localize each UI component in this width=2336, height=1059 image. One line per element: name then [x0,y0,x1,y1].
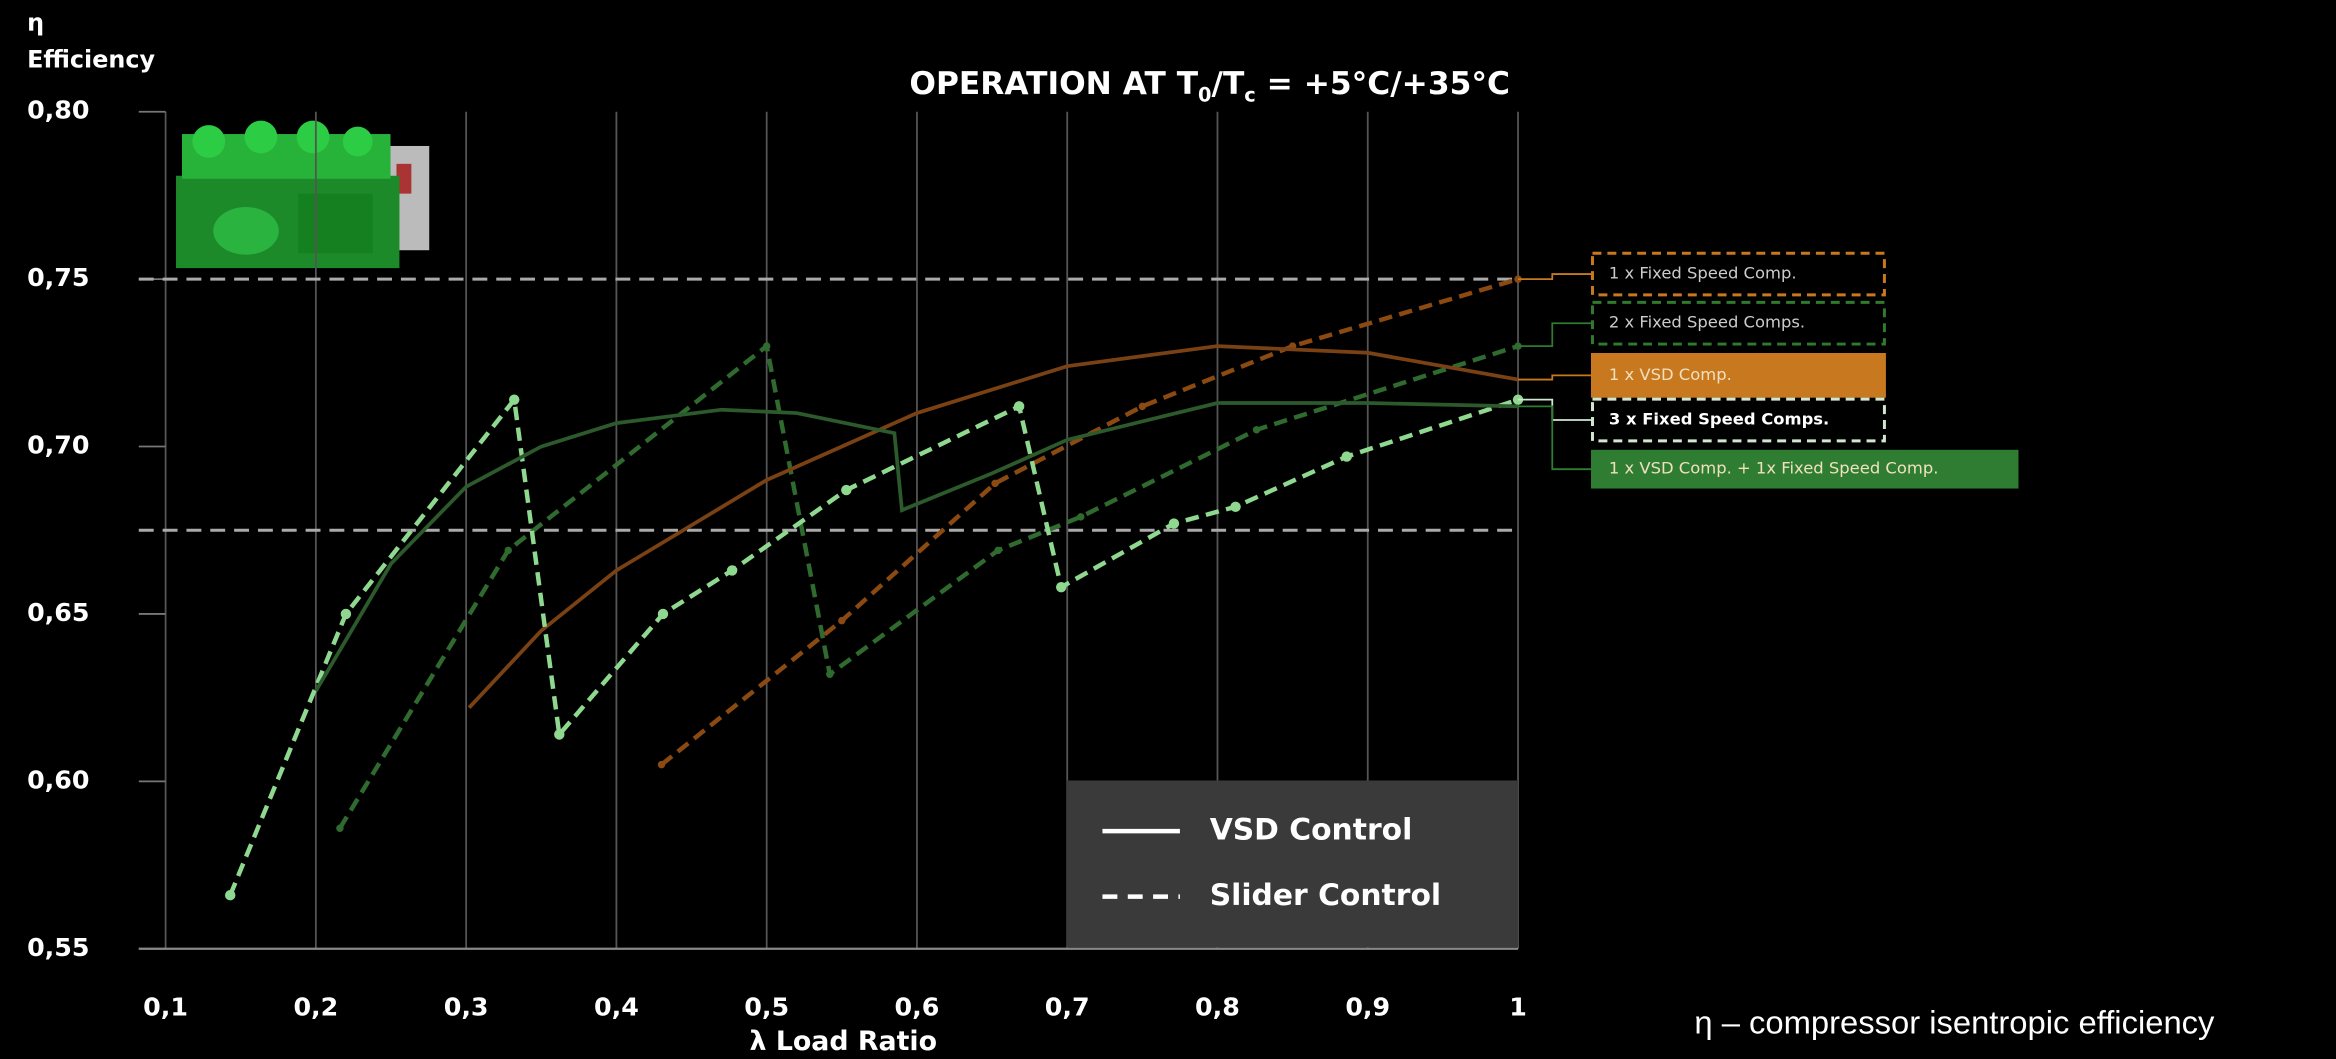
x-tick-label: 0,3 [444,991,489,1021]
data-point [1138,402,1147,411]
series-line [467,344,1519,709]
series-label-box [1591,397,1886,443]
data-point [1341,451,1352,462]
x-tick-label: 0,7 [1045,991,1090,1021]
label-connector [1518,322,1593,347]
label-connector [1518,374,1593,381]
data-point [1077,513,1085,521]
data-point [1055,581,1067,593]
y-tick-label: 0,65 [27,597,89,627]
data-point [1230,501,1241,513]
product-image [176,120,430,269]
data-point [826,670,834,678]
data-point [1013,401,1025,412]
y-tick-label: 0,80 [27,95,89,125]
y-axis-title: Efficiency [27,46,155,74]
x-tick-label: 0,6 [895,991,940,1021]
data-point [340,608,352,620]
x-tick-label: 1 [1509,991,1527,1021]
series-label-box [1591,353,1886,398]
data-point [726,565,738,576]
y-tick-label: 0,55 [27,932,89,962]
series-label-box [1591,300,1886,346]
data-point [1512,394,1524,405]
series-line [314,401,1519,692]
data-point [1168,518,1180,529]
data-point [657,608,669,620]
series-line [338,342,1519,830]
x-tick-label: 0,4 [594,991,639,1021]
x-tick-label: 0,5 [744,991,789,1021]
series-label-box [1591,251,1886,297]
data-point [838,616,846,625]
y-axis-symbol: η [27,8,44,36]
data-point [762,342,771,350]
chart-title: OPERATION AT T0/Tc = +5°C/+35°C [909,66,1510,106]
data-point [841,484,852,496]
data-point [1252,426,1261,434]
title-text: OPERATION AT T [909,66,1198,102]
data-point [336,824,344,832]
series-line [660,276,1519,767]
data-point [657,760,666,769]
series-label: 3 x Fixed Speed Comps. [1609,410,1829,429]
series-label: 2 x Fixed Speed Comps. [1609,313,1805,332]
x-tick-label: 0,8 [1195,991,1240,1021]
series-label: 1 x Fixed Speed Comp. [1609,264,1797,283]
data-point [509,394,520,405]
legend-box [1066,780,1519,948]
y-tick-label: 0,60 [27,764,89,794]
series-label: 1 x VSD Comp. + 1x Fixed Speed Comp. [1609,459,1939,478]
title-text: = +5°C/+35°C [1256,66,1510,102]
legend-label: VSD Control [1210,813,1413,848]
x-tick-label: 0,9 [1345,991,1390,1021]
title-text: /T [1212,66,1245,102]
data-point [991,479,999,488]
y-tick-label: 0,70 [27,430,89,460]
data-point [225,889,236,901]
series-label: 1 x VSD Comp. [1609,365,1732,384]
title-subscript: c [1244,83,1255,106]
data-point [994,546,1002,555]
label-connector [1518,273,1593,281]
series-label-box [1591,449,2019,489]
y-tick-label: 0,75 [27,262,89,292]
x-tick-label: 0,1 [143,991,188,1021]
x-tick-label: 0,2 [293,991,338,1021]
legend-label: Slider Control [1210,878,1441,913]
footnote: η – compressor isentropic efficiency [1694,1003,2215,1040]
label-connector [1518,405,1593,471]
data-point [554,729,565,740]
title-subscript: 0 [1198,83,1211,106]
data-point [504,546,512,555]
x-axis-title: λ Load Ratio [750,1026,938,1057]
